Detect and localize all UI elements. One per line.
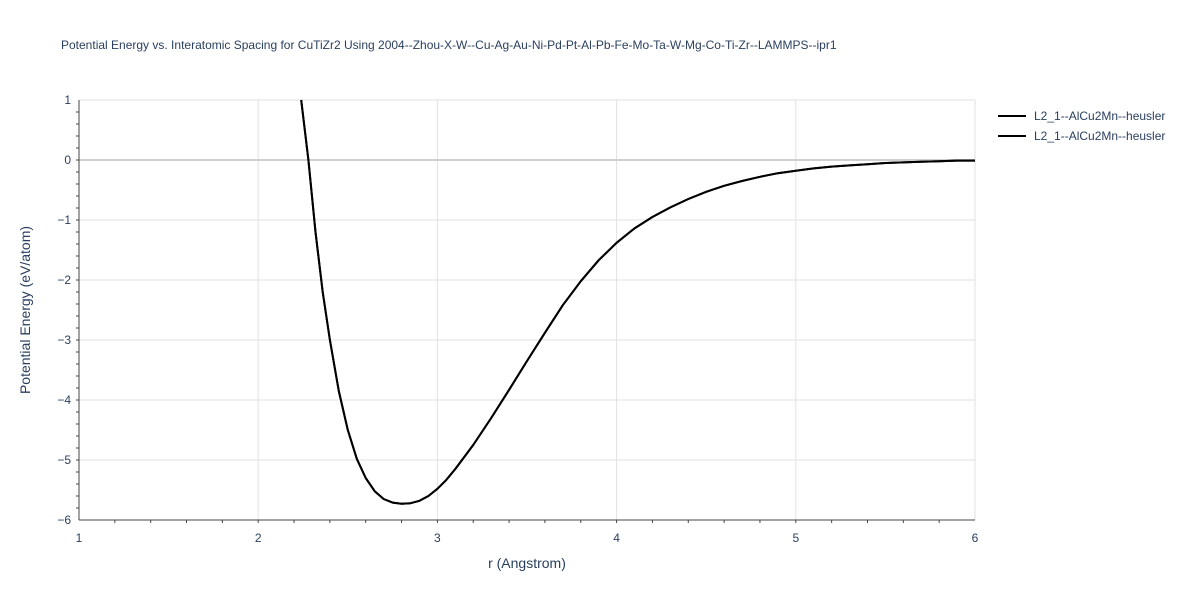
x-tick-label: 6: [972, 531, 979, 545]
grid-lines: [79, 99, 976, 520]
x-tick-label: 1: [76, 531, 83, 545]
x-tick-label: 4: [613, 531, 620, 545]
y-axis-label: Potential Energy (eV/atom): [17, 226, 33, 394]
legend-label: L2_1--AlCu2Mn--heusler: [1034, 129, 1166, 143]
y-tick-label: −1: [57, 213, 71, 227]
y-tick-label: −3: [57, 333, 71, 347]
y-tick-label: 1: [64, 93, 71, 107]
series-lines: [300, 99, 975, 505]
legend: L2_1--AlCu2Mn--heusler L2_1--AlCu2Mn--he…: [998, 106, 1165, 146]
legend-swatch: [998, 135, 1026, 137]
legend-swatch: [998, 115, 1026, 117]
y-tick-label: −4: [57, 393, 71, 407]
x-tick-label: 3: [434, 531, 441, 545]
y-tick-label: −6: [57, 513, 71, 527]
axes: 1 2 3 4 5 6 1 0 −1 −2 −3 −4 −5 −6: [57, 93, 978, 545]
series-line[interactable]: [300, 99, 975, 505]
legend-item[interactable]: L2_1--AlCu2Mn--heusler: [998, 106, 1165, 126]
y-tick-label: −2: [57, 273, 71, 287]
x-tick-label: 5: [792, 531, 799, 545]
legend-item[interactable]: L2_1--AlCu2Mn--heusler: [998, 126, 1165, 146]
x-axis-label: r (Angstrom): [488, 555, 566, 571]
legend-label: L2_1--AlCu2Mn--heusler: [1034, 109, 1166, 123]
y-tick-label: −5: [57, 453, 71, 467]
chart-title: Potential Energy vs. Interatomic Spacing…: [61, 38, 837, 52]
y-tick-label: 0: [64, 153, 71, 167]
x-tick-label: 2: [255, 531, 262, 545]
